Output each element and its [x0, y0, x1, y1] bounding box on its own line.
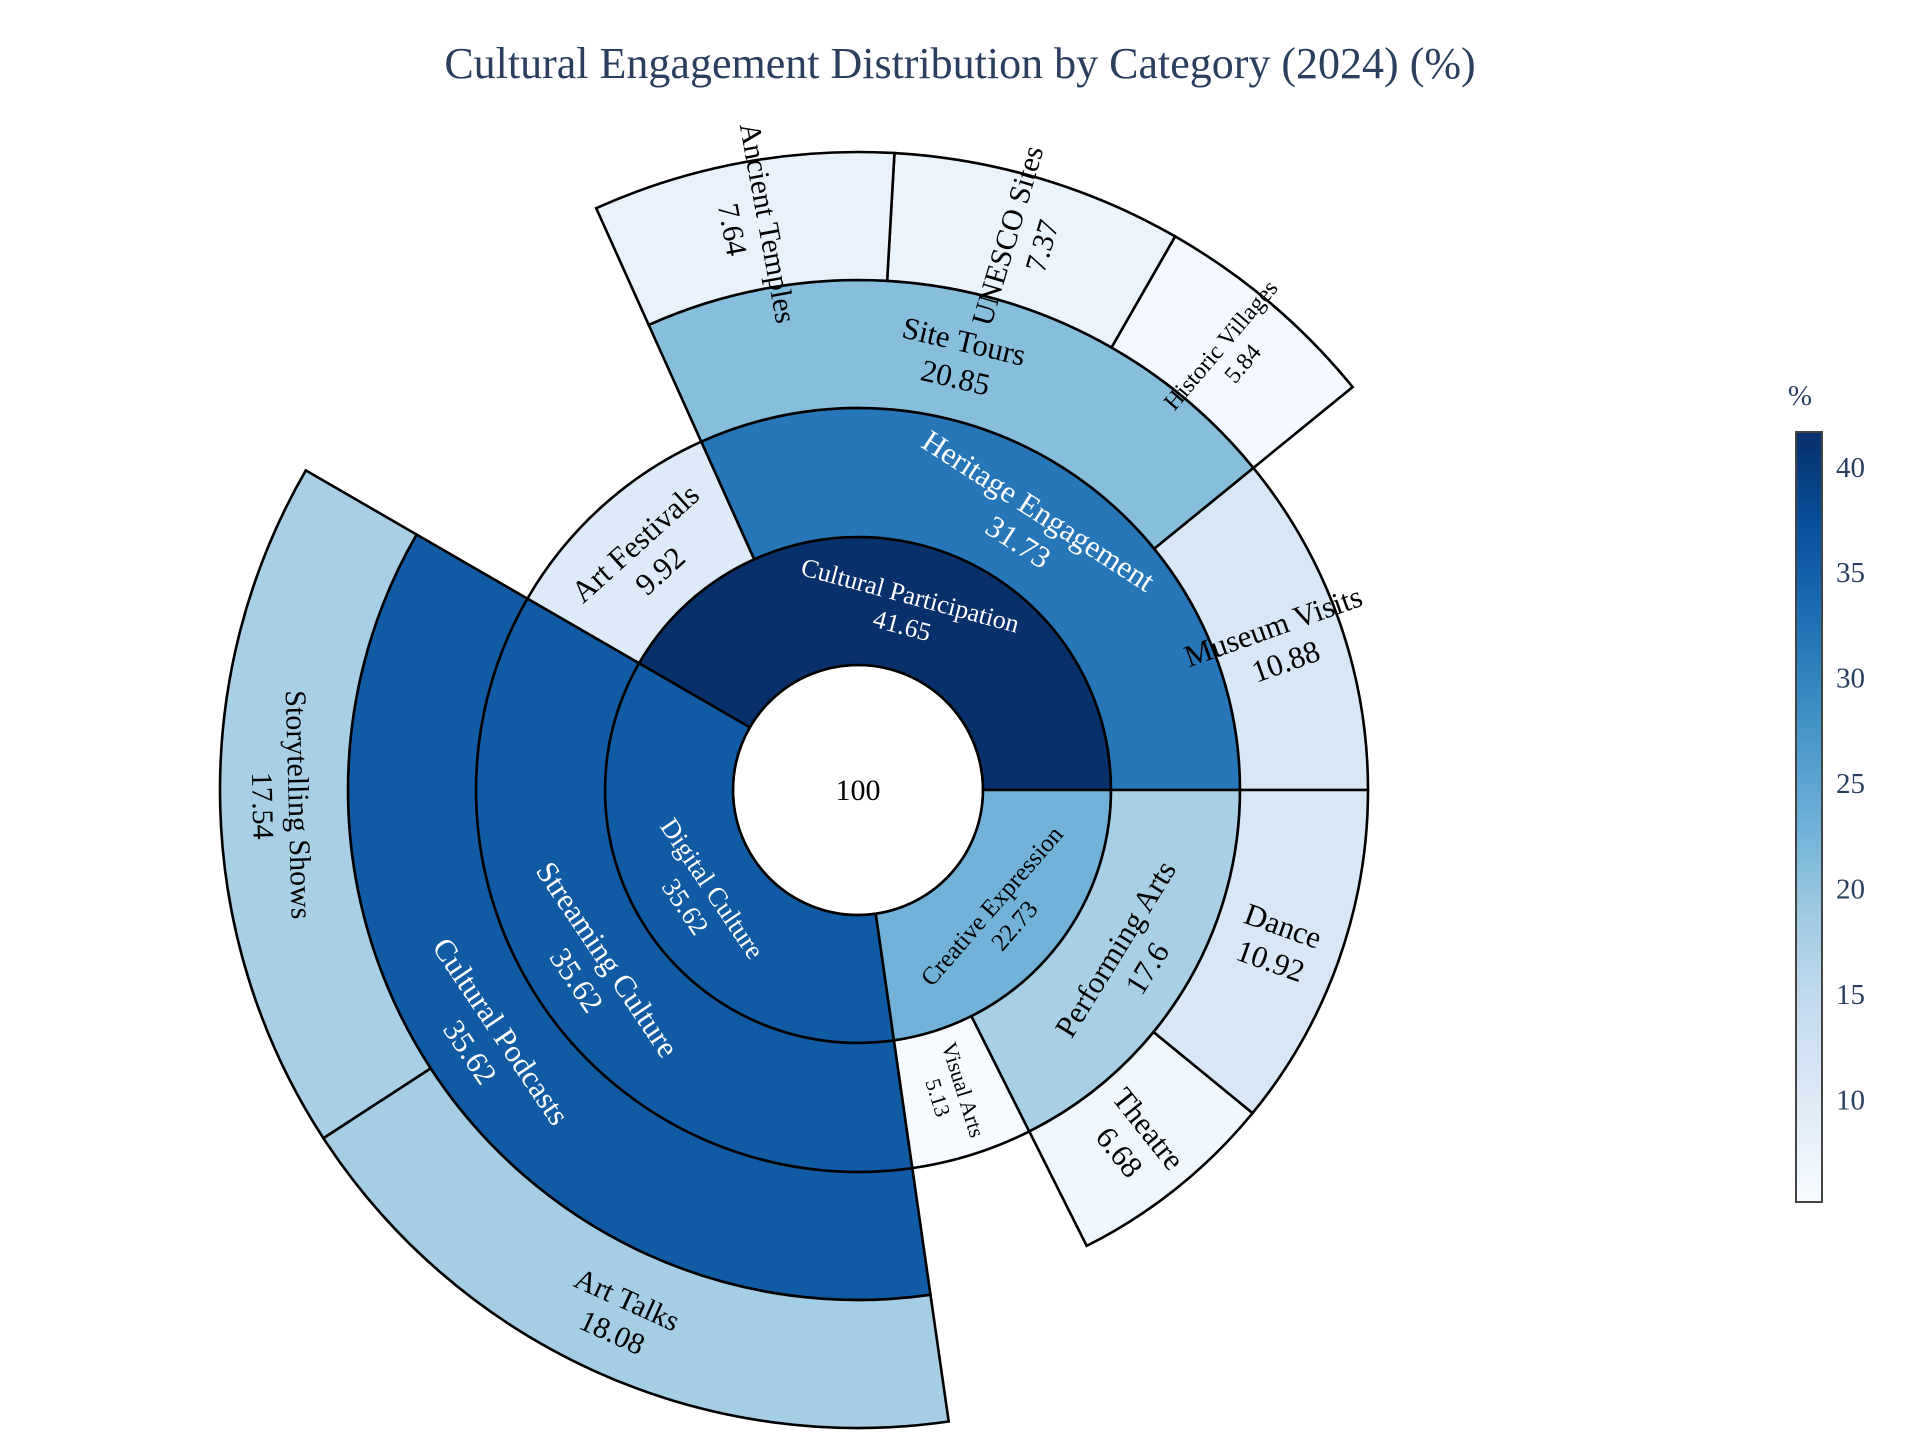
segment-da[interactable]: [1151, 788, 1370, 1115]
colorbar-tick-35: 35: [1836, 557, 1865, 589]
label-ss: Storytelling Shows17.54: [243, 690, 318, 921]
colorbar-title: %: [1788, 380, 1812, 412]
colorbar-ticks: 10 15 20 25 30 35 40: [1836, 452, 1865, 1117]
colorbar-tick-25: 25: [1836, 768, 1865, 800]
sunburst-segments: [218, 150, 1370, 1430]
label-ss-value: 17.54: [245, 772, 280, 840]
colorbar: % 10 15 20 25 30 35 40: [1788, 380, 1865, 1203]
colorbar-tick-40: 40: [1836, 452, 1865, 484]
label-ss-name: Storytelling Shows: [279, 690, 318, 920]
segment-at[interactable]: [594, 150, 896, 327]
colorbar-tick-10: 10: [1836, 1084, 1865, 1116]
colorbar-tick-15: 15: [1836, 979, 1865, 1011]
segment-atk[interactable]: [321, 1066, 951, 1430]
colorbar-tick-20: 20: [1836, 873, 1865, 905]
chart-title: Cultural Engagement Distribution by Cate…: [444, 39, 1475, 88]
colorbar-gradient: [1795, 431, 1823, 1203]
root-value-label: 100: [836, 774, 881, 807]
colorbar-tick-30: 30: [1836, 663, 1865, 695]
